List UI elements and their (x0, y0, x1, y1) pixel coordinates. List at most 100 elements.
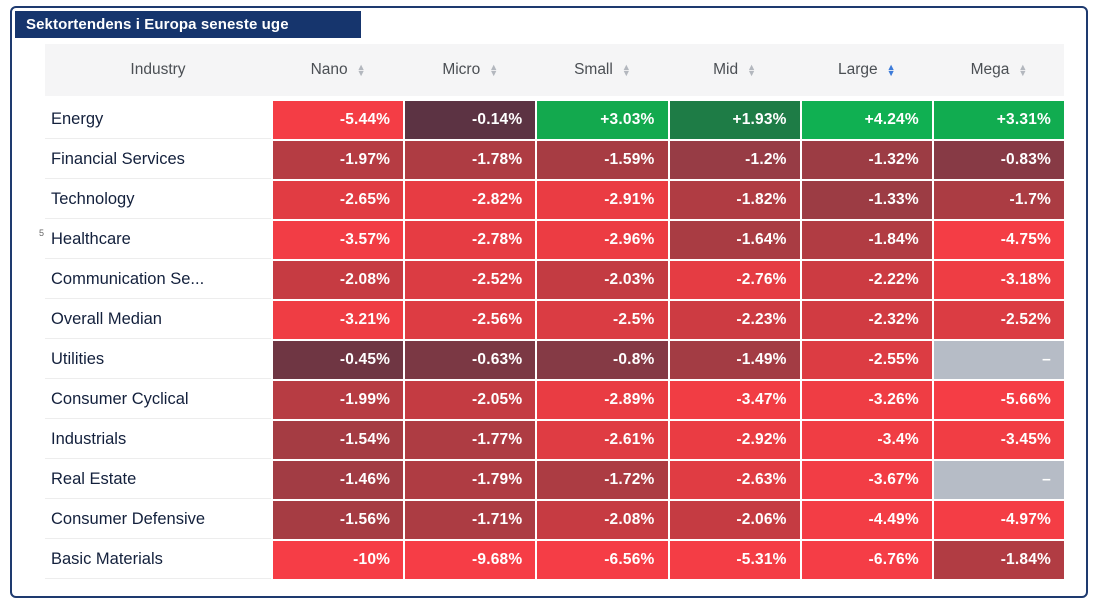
heatmap-cell: -1.71% (405, 501, 536, 539)
sort-desc-arrow: ▼ (489, 68, 499, 78)
industry-name: Healthcare (45, 221, 271, 259)
widget-title-bar: Sektortendens i Europa seneste uge (15, 11, 361, 38)
industry-name: Industrials (45, 421, 271, 459)
sort-icon[interactable]: ▲ ▼ (886, 61, 896, 78)
heatmap-cell: -5.66% (933, 381, 1064, 419)
heatmap-cell: -2.52% (933, 301, 1064, 339)
column-header-nano[interactable]: Nano ▲ ▼ (273, 61, 403, 79)
heatmap-cell: -1.49% (669, 341, 800, 379)
heatmap-cell: -6.76% (801, 541, 932, 579)
column-header-micro[interactable]: Micro ▲ ▼ (405, 61, 535, 79)
sort-icon[interactable]: ▲ ▼ (747, 62, 757, 78)
column-header-mega[interactable]: Mega ▲ ▼ (934, 61, 1064, 79)
heatmap-cell: -2.89% (537, 381, 668, 419)
heatmap-cell: -1.7% (933, 181, 1064, 219)
heatmap-cell: -2.5% (537, 301, 668, 339)
table-header-row: Industry Nano ▲ ▼ Micro ▲ ▼ Small ▲ ▼ Mid ▲ ▼ Large ▲… (45, 44, 1064, 96)
heatmap-cell: +1.93% (669, 101, 800, 139)
heatmap-cell: -2.23% (669, 301, 800, 339)
heatmap-cell: -0.8% (537, 341, 668, 379)
sort-desc-arrow: ▼ (886, 68, 896, 78)
table-row: Industrials -1.54% -1.77% -2.61% -2.92% -3.4%… (45, 421, 1064, 459)
heatmap-cell: -0.14% (405, 101, 536, 139)
heatmap-cell: -1.72% (537, 461, 668, 499)
industry-name: Utilities (45, 341, 271, 379)
table-row: Basic Materials -10% -9.68% -6.56% -5.31% -6.… (45, 541, 1064, 579)
heatmap-cell: -3.4% (801, 421, 932, 459)
column-header-label: Micro (442, 61, 481, 78)
heatmap-cell: -2.05% (405, 381, 536, 419)
heatmap-cell: -1.78% (405, 141, 536, 179)
industry-name: Technology (45, 181, 271, 219)
industry-name: Real Estate (45, 461, 271, 499)
heatmap-cell: -4.49% (801, 501, 932, 539)
heatmap-cell: – (933, 341, 1064, 379)
column-header-label: Mid (713, 61, 739, 78)
heatmap-cell: -1.32% (801, 141, 932, 179)
heatmap-cell: -2.92% (669, 421, 800, 459)
heatmap-cell: -2.08% (537, 501, 668, 539)
table-row: Consumer Cyclical -1.99% -2.05% -2.89% -3.47… (45, 381, 1064, 419)
industry-name: Financial Services (45, 141, 271, 179)
heatmap-cell: -2.06% (669, 501, 800, 539)
sort-desc-arrow: ▼ (747, 68, 757, 78)
column-header-mid[interactable]: Mid ▲ ▼ (670, 61, 800, 79)
heatmap-cell: -1.79% (405, 461, 536, 499)
table-row: Overall Median -3.21% -2.56% -2.5% -2.23% -2.… (45, 301, 1064, 339)
sort-asc-arrow: ▲ (489, 61, 499, 72)
heatmap-cell: -1.84% (933, 541, 1064, 579)
heatmap-cell: -1.97% (273, 141, 404, 179)
sort-asc-arrow: ▲ (1018, 61, 1028, 72)
heatmap-cell: -3.26% (801, 381, 932, 419)
heatmap-cell: -2.78% (405, 221, 536, 259)
sort-desc-arrow: ▼ (621, 68, 631, 78)
column-header-small[interactable]: Small ▲ ▼ (537, 61, 667, 79)
sort-icon[interactable]: ▲ ▼ (621, 62, 631, 78)
heatmap-cell: -2.56% (405, 301, 536, 339)
sort-desc-arrow: ▼ (1018, 68, 1028, 78)
heatmap-cell: +3.03% (537, 101, 668, 139)
heatmap-cell: -2.91% (537, 181, 668, 219)
heatmap-cell: -4.97% (933, 501, 1064, 539)
table-row: Technology -2.65% -2.82% -2.91% -1.82% -1.33%… (45, 181, 1064, 219)
column-header-label: Industry (130, 61, 186, 78)
heatmap-cell: -1.46% (273, 461, 404, 499)
heatmap-cell: -3.67% (801, 461, 932, 499)
heatmap-cell: -1.99% (273, 381, 404, 419)
column-header-large[interactable]: Large ▲ ▼ (802, 61, 932, 79)
table-body: Energy -5.44% -0.14% +3.03% +1.93% +4.24% +3.3… (45, 101, 1064, 579)
sort-icon[interactable]: ▲ ▼ (356, 62, 366, 78)
heatmap-cell: -1.84% (801, 221, 932, 259)
table-row: Utilities -0.45% -0.63% -0.8% -1.49% -2.55% – (45, 341, 1064, 379)
table-row: Healthcare -3.57% -2.78% -2.96% -1.64% -1.84%… (45, 221, 1064, 259)
heatmap-cell: -1.33% (801, 181, 932, 219)
heatmap-cell: -2.61% (537, 421, 668, 459)
column-header-label: Nano (310, 61, 348, 78)
heatmap-cell: -2.65% (273, 181, 404, 219)
heatmap-cell: -1.82% (669, 181, 800, 219)
heatmap-cell: -1.59% (537, 141, 668, 179)
heatmap-cell: -2.82% (405, 181, 536, 219)
heatmap-cell: -1.56% (273, 501, 404, 539)
sort-icon[interactable]: ▲ ▼ (489, 61, 499, 78)
sort-asc-arrow: ▲ (886, 61, 896, 72)
widget-frame: Sektortendens i Europa seneste uge 5 Ind… (10, 6, 1088, 598)
column-header-industry[interactable]: Industry (45, 61, 271, 79)
heatmap-cell: +3.31% (933, 101, 1064, 139)
heatmap-cell: -2.63% (669, 461, 800, 499)
sort-icon[interactable]: ▲ ▼ (1018, 61, 1028, 78)
heatmap-cell: -3.18% (933, 261, 1064, 299)
heatmap-cell: -3.47% (669, 381, 800, 419)
footnote-marker: 5 (39, 228, 45, 238)
heatmap-cell: -2.03% (537, 261, 668, 299)
heatmap-cell: -0.63% (405, 341, 536, 379)
heatmap-cell: -3.21% (273, 301, 404, 339)
sort-desc-arrow: ▼ (356, 68, 366, 78)
heatmap-cell: -9.68% (405, 541, 536, 579)
column-header-label: Small (574, 61, 613, 78)
heatmap-cell: -1.77% (405, 421, 536, 459)
heatmap-cell: -4.75% (933, 221, 1064, 259)
table-row: Energy -5.44% -0.14% +3.03% +1.93% +4.24% +3.3… (45, 101, 1064, 139)
heatmap-cell: -2.52% (405, 261, 536, 299)
heatmap-cell: -2.32% (801, 301, 932, 339)
